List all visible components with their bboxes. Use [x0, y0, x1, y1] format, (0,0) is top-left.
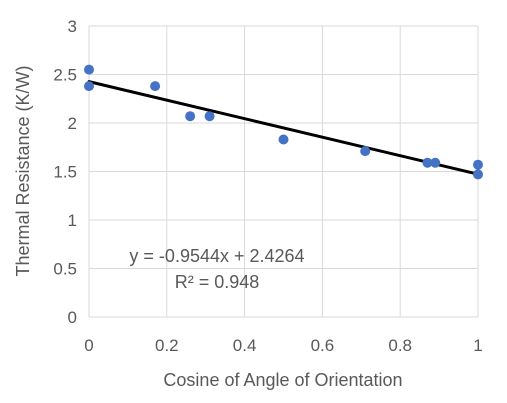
- x-tick-label: 0.8: [388, 336, 412, 355]
- data-point: [84, 64, 94, 75]
- trendline-group: [87, 80, 480, 176]
- data-point: [278, 134, 289, 145]
- y-tick-label: 0.5: [53, 260, 77, 279]
- data-point: [84, 81, 94, 92]
- y-tick-label: 1.5: [53, 163, 77, 182]
- y-tick-label: 2.5: [53, 66, 77, 85]
- data-point: [473, 169, 483, 180]
- y-axis-title: Thermal Resistance (K/W): [13, 65, 33, 276]
- y-tick-label: 0: [68, 308, 77, 327]
- r-squared-label: R² = 0.948: [175, 272, 260, 292]
- y-tick-label: 1: [68, 211, 77, 230]
- x-tick-label: 1: [473, 336, 482, 355]
- data-point: [360, 146, 371, 157]
- data-point: [473, 159, 483, 170]
- equation-label: y = -0.9544x + 2.4264: [129, 246, 304, 266]
- x-tick-label: 0.4: [233, 336, 257, 355]
- data-point: [430, 157, 441, 168]
- data-points: [84, 64, 483, 180]
- x-tick-label: 0.2: [155, 336, 179, 355]
- grid-lines: [88, 25, 479, 318]
- data-point: [150, 81, 161, 92]
- trendline: [87, 80, 480, 176]
- data-point: [204, 111, 215, 122]
- x-tick-label: 0.6: [311, 336, 335, 355]
- x-tick-label: 0: [84, 336, 93, 355]
- data-point: [422, 157, 433, 168]
- y-tick-label: 2: [68, 114, 77, 133]
- tick-labels: 0 0.5 1 1.5 2 2.5 3 0 0.2 0.4 0.6 0.8 1: [53, 17, 482, 355]
- y-tick-label: 3: [68, 17, 77, 36]
- x-axis-title: Cosine of Angle of Orientation: [163, 370, 402, 390]
- data-point: [185, 111, 196, 122]
